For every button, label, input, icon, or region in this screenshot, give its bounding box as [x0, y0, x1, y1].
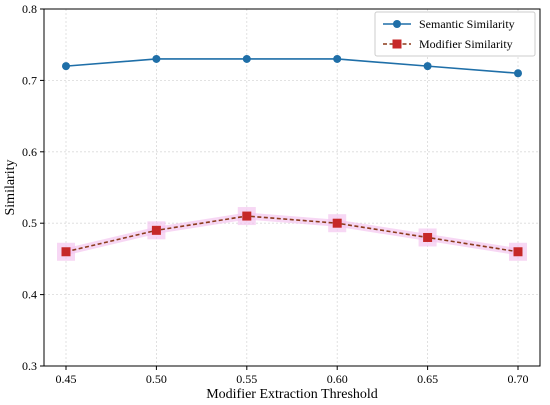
legend-label: Modifier Similarity [419, 37, 513, 51]
legend-item: Modifier Similarity [383, 37, 513, 51]
data-point [62, 62, 70, 71]
series-2 [57, 207, 527, 261]
legend-item: Semantic Similarity [383, 17, 515, 31]
data-point [242, 54, 251, 63]
series-layer [57, 54, 527, 261]
x-axis-title: Modifier Extraction Threshold [206, 387, 378, 402]
y-tick-label: 0.5 [22, 216, 37, 230]
series-highlight [62, 212, 522, 256]
data-point [513, 247, 523, 257]
plot-area-frame [43, 8, 541, 367]
data-point [61, 247, 71, 257]
x-tick-label: 0.60 [327, 372, 348, 386]
data-point [333, 54, 342, 63]
x-tick-label: 0.55 [236, 372, 257, 386]
data-point [332, 218, 342, 228]
y-tick-label: 0.3 [22, 359, 37, 373]
data-point [152, 54, 161, 63]
y-axis-title: Similarity [3, 160, 18, 216]
x-tick-label: 0.50 [146, 372, 167, 386]
legend-marker [392, 39, 402, 49]
x-tick-label: 0.45 [56, 372, 77, 386]
legend-marker [393, 20, 401, 28]
y-tick-label: 0.4 [22, 288, 37, 302]
x-tick-label: 0.70 [508, 372, 529, 386]
series-line [65, 58, 519, 75]
axis-ticks: 0.45 0.50 0.55 0.60 0.65 0.70 0.3 0.4 0.5 0.6 0.7 0… [22, 2, 529, 386]
legend-label: Semantic Similarity [419, 17, 515, 31]
data-point [423, 232, 433, 242]
y-tick-label: 0.8 [22, 2, 37, 16]
data-point [242, 211, 252, 221]
y-tick-label: 0.7 [22, 73, 37, 87]
data-point [423, 62, 432, 71]
series-1 [62, 54, 522, 78]
series-line [65, 215, 519, 253]
y-tick-label: 0.6 [22, 145, 37, 159]
x-tick-label: 0.65 [417, 372, 438, 386]
legend: Semantic Similarity Modifier Similarity [374, 11, 536, 57]
data-point [151, 225, 161, 235]
legend-box [374, 11, 536, 57]
data-point [514, 69, 522, 78]
